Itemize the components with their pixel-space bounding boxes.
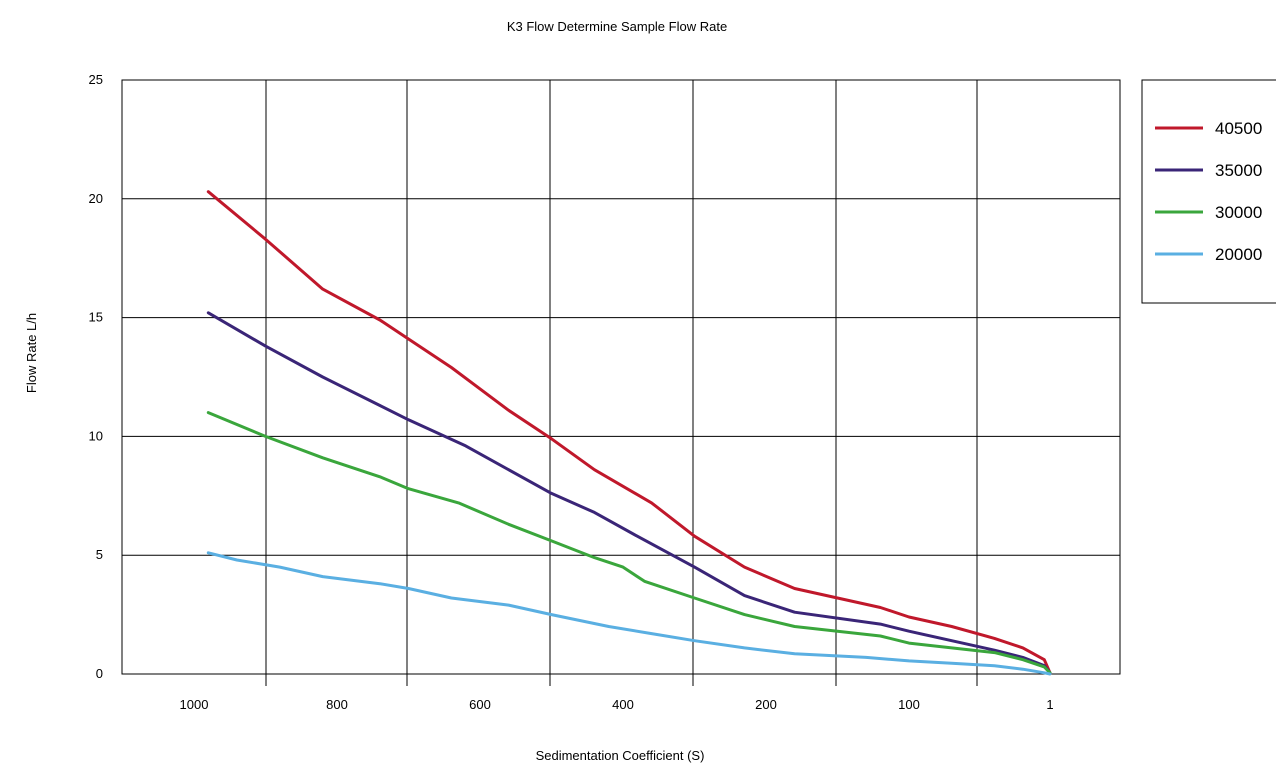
y-axis-ticks: 0 5 10 15 20 25 (89, 72, 103, 681)
x-tick-label: 100 (898, 697, 920, 712)
series-line-20000 (206, 551, 1052, 676)
series-line-30000 (206, 411, 1052, 675)
legend-label: 35000 (1215, 161, 1262, 180)
x-tick-label: 600 (469, 697, 491, 712)
y-tick-label: 10 (89, 428, 103, 443)
chart-title: K3 Flow Determine Sample Flow Rate (507, 19, 727, 34)
x-tick-label: 400 (612, 697, 634, 712)
legend-label: 30000 (1215, 203, 1262, 222)
series-lines (206, 190, 1052, 676)
x-axis-label: Sedimentation Coefficient (S) (536, 748, 705, 763)
series-line-35000 (206, 311, 1052, 675)
y-tick-label: 0 (96, 666, 103, 681)
legend: 40500 35000 30000 20000 (1141, 79, 1276, 304)
x-axis-ticks: 1000 800 600 400 200 100 1 (180, 697, 1054, 712)
x-tick-label: 800 (326, 697, 348, 712)
grid (122, 79, 1120, 686)
plot-frame (121, 79, 1121, 675)
y-axis-label: Flow Rate L/h (24, 313, 39, 393)
legend-box (1141, 79, 1276, 304)
x-tick-label: 1000 (180, 697, 209, 712)
legend-label: 20000 (1215, 245, 1262, 264)
y-tick-label: 25 (89, 72, 103, 87)
x-tick-label: 200 (755, 697, 777, 712)
y-tick-label: 20 (89, 191, 103, 206)
legend-label: 40500 (1215, 119, 1262, 138)
x-tick-label: 1 (1046, 697, 1053, 712)
y-tick-label: 15 (89, 310, 103, 325)
y-tick-label: 5 (96, 547, 103, 562)
series-line-40500 (206, 190, 1052, 675)
